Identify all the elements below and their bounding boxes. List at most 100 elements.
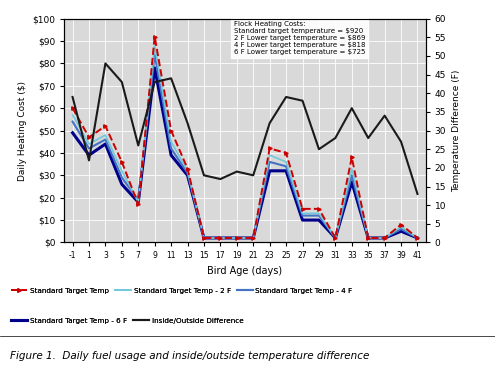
Inside/Outside Difference [119, 80, 125, 84]
Standard Target Temp - 2 F [267, 153, 273, 157]
Standard Target Temp [119, 160, 125, 164]
Standard Target Temp [299, 207, 305, 211]
Line: Standard Target Temp - 4 F: Standard Target Temp - 4 F [73, 54, 417, 238]
Inside/Outside Difference [70, 95, 76, 99]
Standard Target Temp - 4 F [217, 236, 223, 240]
Standard Target Temp [316, 207, 322, 211]
Line: Standard Target Temp - 6 F: Standard Target Temp - 6 F [73, 68, 417, 238]
Inside/Outside Difference [250, 173, 256, 178]
Standard Target Temp [70, 106, 76, 110]
Inside/Outside Difference [283, 95, 289, 99]
Inside/Outside Difference [365, 136, 371, 140]
Standard Target Temp [168, 128, 174, 133]
Standard Target Temp - 6 F [234, 236, 240, 240]
Standard Target Temp - 4 F [86, 146, 92, 151]
Standard Target Temp - 2 F [201, 236, 207, 240]
Standard Target Temp - 4 F [382, 236, 388, 240]
Standard Target Temp - 2 F [250, 236, 256, 240]
Standard Target Temp [283, 151, 289, 155]
Standard Target Temp - 6 F [135, 200, 141, 204]
Standard Target Temp [102, 124, 108, 128]
Inside/Outside Difference [217, 177, 223, 181]
Standard Target Temp - 4 F [168, 146, 174, 151]
Standard Target Temp - 2 F [135, 200, 141, 204]
Inside/Outside Difference [201, 173, 207, 178]
Standard Target Temp - 4 F [70, 119, 76, 124]
X-axis label: Bird Age (days): Bird Age (days) [207, 266, 283, 276]
Line: Inside/Outside Difference: Inside/Outside Difference [73, 63, 417, 194]
Standard Target Temp - 2 F [217, 236, 223, 240]
Inside/Outside Difference [316, 147, 322, 151]
Standard Target Temp - 4 F [398, 227, 404, 231]
Standard Target Temp [382, 236, 388, 240]
Standard Target Temp - 6 F [398, 229, 404, 233]
Standard Target Temp - 2 F [316, 211, 322, 216]
Standard Target Temp - 2 F [414, 236, 420, 240]
Y-axis label: Daily Heating Cost ($): Daily Heating Cost ($) [18, 81, 27, 181]
Standard Target Temp - 4 F [365, 236, 371, 240]
Standard Target Temp - 6 F [283, 169, 289, 173]
Standard Target Temp - 4 F [299, 213, 305, 218]
Legend: Standard Target Temp, Standard Target Temp - 2 F, Standard Target Temp - 4 F: Standard Target Temp, Standard Target Te… [8, 285, 355, 297]
Standard Target Temp - 4 F [151, 52, 157, 57]
Standard Target Temp - 4 F [185, 171, 191, 175]
Inside/Outside Difference [102, 61, 108, 66]
Standard Target Temp - 4 F [267, 160, 273, 164]
Standard Target Temp - 6 F [201, 236, 207, 240]
Standard Target Temp [398, 222, 404, 227]
Standard Target Temp - 6 F [349, 180, 355, 184]
Standard Target Temp - 6 F [250, 236, 256, 240]
Standard Target Temp - 4 F [414, 236, 420, 240]
Standard Target Temp [201, 236, 207, 240]
Standard Target Temp [250, 236, 256, 240]
Standard Target Temp - 6 F [70, 131, 76, 135]
Standard Target Temp - 4 F [250, 236, 256, 240]
Standard Target Temp - 2 F [119, 169, 125, 173]
Standard Target Temp - 2 F [234, 236, 240, 240]
Standard Target Temp - 2 F [382, 236, 388, 240]
Standard Target Temp - 4 F [135, 198, 141, 202]
Standard Target Temp [365, 236, 371, 240]
Inside/Outside Difference [382, 113, 388, 118]
Standard Target Temp - 2 F [168, 140, 174, 144]
Inside/Outside Difference [398, 140, 404, 144]
Standard Target Temp - 6 F [185, 173, 191, 178]
Line: Standard Target Temp: Standard Target Temp [71, 35, 419, 240]
Standard Target Temp [332, 236, 338, 240]
Standard Target Temp [234, 236, 240, 240]
Standard Target Temp [349, 155, 355, 160]
Standard Target Temp - 2 F [151, 43, 157, 48]
Standard Target Temp - 2 F [70, 113, 76, 117]
Standard Target Temp - 6 F [151, 66, 157, 70]
Standard Target Temp [185, 166, 191, 171]
Standard Target Temp - 2 F [102, 133, 108, 137]
Standard Target Temp - 6 F [119, 182, 125, 186]
Standard Target Temp - 4 F [283, 164, 289, 169]
Inside/Outside Difference [135, 143, 141, 148]
Standard Target Temp - 6 F [102, 142, 108, 146]
Standard Target Temp - 2 F [86, 142, 92, 146]
Y-axis label: Temperature Difference (F): Temperature Difference (F) [452, 69, 461, 192]
Standard Target Temp - 4 F [201, 236, 207, 240]
Line: Standard Target Temp - 2 F: Standard Target Temp - 2 F [73, 46, 417, 238]
Standard Target Temp - 2 F [283, 160, 289, 164]
Standard Target Temp - 2 F [185, 169, 191, 173]
Inside/Outside Difference [168, 76, 174, 81]
Inside/Outside Difference [349, 106, 355, 110]
Standard Target Temp [414, 236, 420, 240]
Inside/Outside Difference [151, 80, 157, 84]
Standard Target Temp - 6 F [382, 236, 388, 240]
Standard Target Temp - 2 F [365, 236, 371, 240]
Standard Target Temp - 6 F [267, 169, 273, 173]
Standard Target Temp - 6 F [414, 236, 420, 240]
Standard Target Temp - 4 F [316, 213, 322, 218]
Standard Target Temp [217, 236, 223, 240]
Inside/Outside Difference [185, 121, 191, 125]
Inside/Outside Difference [86, 158, 92, 163]
Standard Target Temp - 6 F [332, 236, 338, 240]
Standard Target Temp - 4 F [102, 137, 108, 142]
Standard Target Temp - 2 F [349, 166, 355, 171]
Standard Target Temp - 2 F [332, 236, 338, 240]
Standard Target Temp - 2 F [299, 211, 305, 216]
Legend: Standard Target Temp - 6 F, Inside/Outside Difference: Standard Target Temp - 6 F, Inside/Outsi… [8, 314, 247, 326]
